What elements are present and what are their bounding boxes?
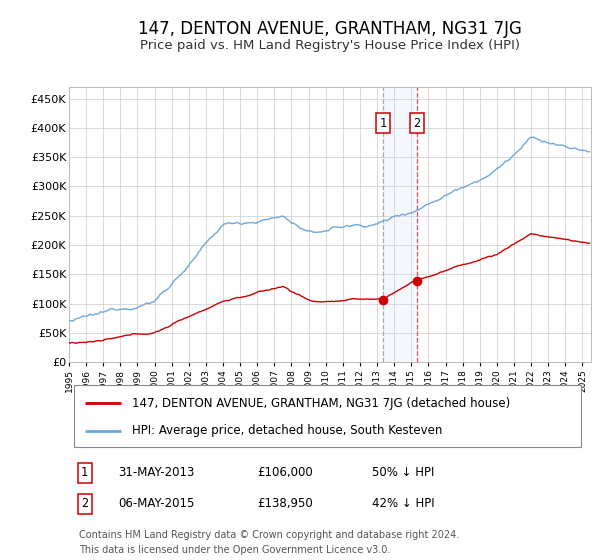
Text: 50% ↓ HPI: 50% ↓ HPI [372, 466, 434, 479]
Text: 1: 1 [81, 466, 88, 479]
Text: 42% ↓ HPI: 42% ↓ HPI [372, 497, 434, 511]
Text: 31-MAY-2013: 31-MAY-2013 [119, 466, 195, 479]
Text: 1: 1 [379, 116, 386, 129]
Text: £138,950: £138,950 [257, 497, 313, 511]
Text: This data is licensed under the Open Government Licence v3.0.: This data is licensed under the Open Gov… [79, 545, 391, 555]
Text: HPI: Average price, detached house, South Kesteven: HPI: Average price, detached house, Sout… [131, 424, 442, 437]
Bar [383, 87, 417, 362]
Text: 06-MAY-2015: 06-MAY-2015 [119, 497, 195, 511]
Text: 147, DENTON AVENUE, GRANTHAM, NG31 7JG (detached house): 147, DENTON AVENUE, GRANTHAM, NG31 7JG (… [131, 396, 510, 409]
Text: £106,000: £106,000 [257, 466, 313, 479]
Text: 2: 2 [413, 116, 421, 129]
Text: 2: 2 [81, 497, 88, 511]
Text: Price paid vs. HM Land Registry's House Price Index (HPI): Price paid vs. HM Land Registry's House … [140, 39, 520, 52]
Text: 147, DENTON AVENUE, GRANTHAM, NG31 7JG: 147, DENTON AVENUE, GRANTHAM, NG31 7JG [138, 20, 522, 38]
FancyBboxPatch shape [74, 385, 581, 447]
Text: Contains HM Land Registry data © Crown copyright and database right 2024.: Contains HM Land Registry data © Crown c… [79, 530, 460, 540]
